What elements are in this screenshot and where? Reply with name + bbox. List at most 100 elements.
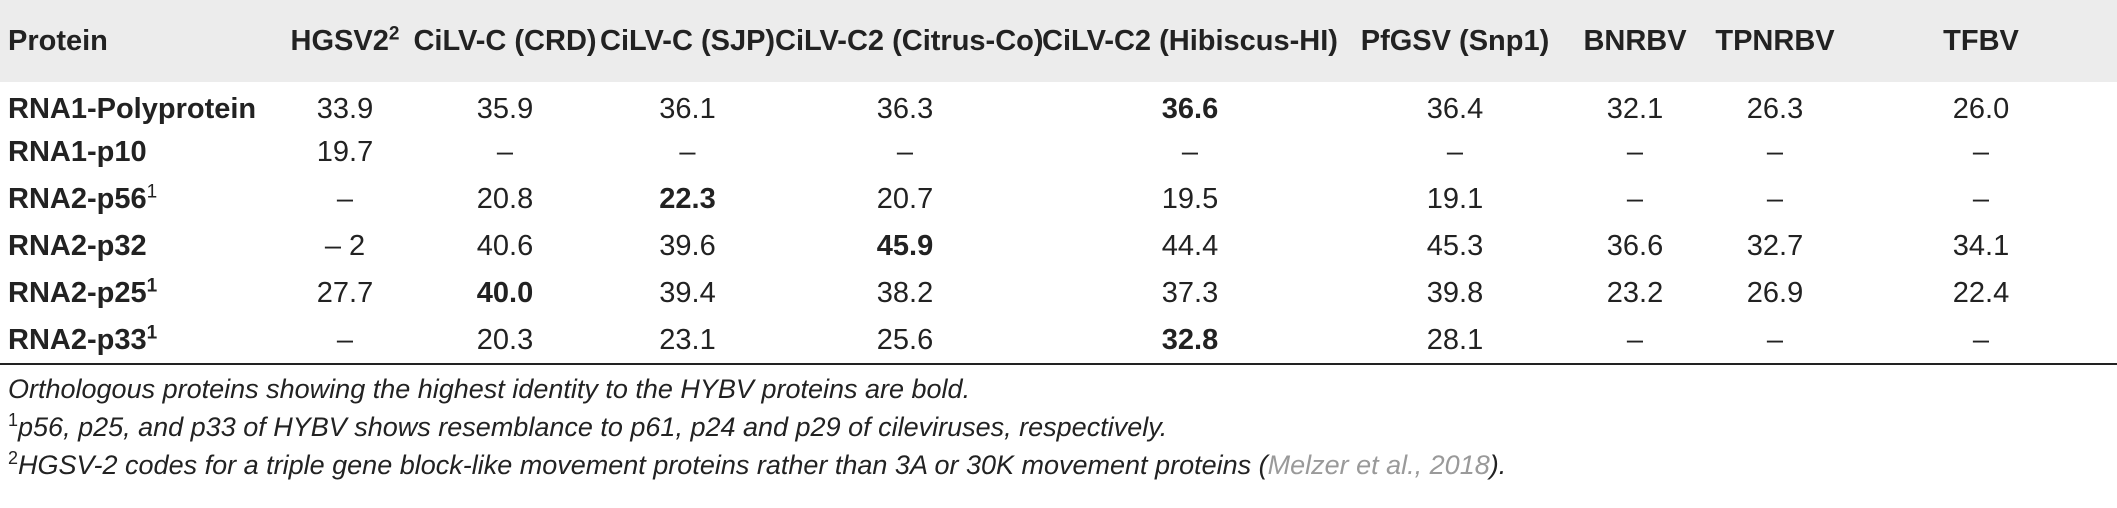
column-header: TPNRBV	[1705, 0, 1845, 82]
table-row: RNA1-Polyprotein 33.9 35.9 36.1 36.3 36.6 36.4…	[0, 82, 2117, 129]
value-cell: –	[1705, 317, 1845, 365]
value-cell: – 2	[324, 230, 366, 262]
value-cell: 37.3	[1161, 277, 1219, 309]
column-header: HGSV22	[280, 0, 410, 82]
value-cell: 36.4	[1426, 93, 1484, 125]
value-cell: 22.4	[1952, 277, 2010, 309]
citation-link[interactable]: Melzer et al., 2018	[1267, 450, 1490, 480]
value-cell: –	[1766, 183, 1784, 215]
protein-name: RNA2-p56	[8, 183, 147, 215]
footnote-2-mark: 2	[8, 448, 19, 468]
value-cell: –	[280, 317, 410, 365]
table-row: RNA2-p331–20.3 23.1 25.6 32.8 28.1– – –	[0, 317, 2117, 365]
protein-name: RNA2-p33	[8, 323, 147, 356]
value-cell: –	[896, 136, 914, 168]
footnote-2-end: ).	[1489, 450, 1507, 480]
table-row: RNA2-p561 – 20.8 22.3 20.7 19.5 19.1 – – –	[0, 176, 2117, 223]
value-cell: 26.3	[1746, 93, 1804, 125]
value-cell: 20.3	[410, 317, 600, 365]
value-cell: 26.0	[1952, 93, 2010, 125]
column-header: CiLV-C (SJP)	[600, 0, 775, 82]
footnote-2-text: HGSV-2 codes for a triple gene block-lik…	[18, 450, 1268, 480]
table-row: RNA1-p10 19.7 – – – – – – – –	[0, 129, 2117, 176]
value-cell: 27.7	[316, 277, 374, 309]
value-cell: 34.1	[1952, 230, 2010, 262]
footnote-main: Orthologous proteins showing the highest…	[8, 374, 971, 404]
value-cell: 22.3	[659, 183, 716, 215]
value-cell: 36.6	[1161, 93, 1219, 125]
value-cell: 36.3	[876, 93, 934, 125]
table-body: RNA1-Polyprotein 33.9 35.9 36.1 36.3 36.6 36.4…	[0, 82, 2117, 365]
protein-name: RNA1-Polyprotein	[8, 93, 257, 125]
protein-cell: RNA2-p32	[0, 223, 280, 270]
column-header: TFBV	[1845, 0, 2117, 82]
value-cell: 28.1	[1345, 317, 1565, 365]
value-cell: –	[1972, 183, 1990, 215]
value-cell: –	[1181, 136, 1199, 168]
column-header: PfGSV (Snp1)	[1345, 0, 1565, 82]
column-header-label: CiLV-C (CRD)	[413, 24, 597, 57]
protein-cell: RNA2-p331	[0, 317, 280, 365]
column-header-label: TPNRBV	[1715, 24, 1835, 57]
footnote-1-text: p56, p25, and p33 of HYBV shows resembla…	[18, 412, 1168, 442]
value-cell: –	[1626, 183, 1644, 215]
table-row: RNA2-p32 – 2 40.6 39.6 45.9 44.4 45.3 36.6 32.7 3…	[0, 223, 2117, 270]
footnotes: Orthologous proteins showing the highest…	[8, 370, 1506, 484]
value-cell: 19.5	[1161, 183, 1219, 215]
protein-sup: 1	[146, 321, 158, 343]
column-header-label: BNRBV	[1583, 24, 1687, 57]
value-cell: 45.9	[876, 230, 934, 262]
value-cell: 39.6	[659, 230, 716, 262]
value-cell: 39.8	[1426, 277, 1484, 309]
column-header-label: TFBV	[1943, 24, 2019, 57]
column-header-label: PfGSV (Snp1)	[1360, 24, 1550, 57]
value-cell: 32.1	[1606, 93, 1664, 125]
value-cell: 44.4	[1161, 230, 1219, 262]
value-cell: 35.9	[476, 93, 534, 125]
column-header: CiLV-C2 (Citrus-Co)	[775, 0, 1044, 82]
value-cell: 40.0	[476, 277, 534, 309]
footnote-2: 2HGSV-2 codes for a triple gene block-li…	[8, 446, 1506, 484]
value-cell: 36.1	[659, 93, 716, 125]
value-cell: 32.7	[1746, 230, 1804, 262]
identity-table: Protein HGSV22 CiLV-C (CRD) CiLV-C (SJP) CiL…	[0, 0, 2117, 365]
protein-name: RNA2-p32	[8, 230, 147, 262]
value-cell: –	[1446, 136, 1464, 168]
protein-cell: RNA2-p561	[0, 176, 280, 223]
protein-sup: 1	[146, 275, 158, 297]
value-cell: –	[1972, 136, 1990, 168]
value-cell: –	[679, 136, 696, 168]
value-cell: 20.8	[476, 183, 534, 215]
value-cell: 20.7	[876, 183, 934, 215]
value-cell: 23.2	[1606, 277, 1664, 309]
protein-sup: 1	[146, 181, 158, 203]
value-cell: 32.8	[1035, 317, 1345, 365]
value-cell: 36.6	[1606, 230, 1664, 262]
table-row: RNA2-p251 27.7 40.0 39.4 38.2 37.3 39.8 23.2 26.…	[0, 270, 2117, 317]
value-cell: –	[336, 183, 354, 215]
column-header-label: CiLV-C2 (Hibiscus-HI)	[1042, 24, 1338, 57]
value-cell: –	[496, 136, 514, 168]
value-cell: 19.7	[316, 136, 374, 168]
column-header: BNRBV	[1565, 0, 1705, 82]
value-cell: 23.1	[600, 317, 775, 365]
value-cell: 19.1	[1426, 183, 1484, 215]
value-cell: 38.2	[876, 277, 934, 309]
column-header-label: HGSV2	[290, 24, 389, 57]
value-cell: –	[1845, 317, 2117, 365]
header-row: Protein HGSV22 CiLV-C (CRD) CiLV-C (SJP) CiL…	[0, 0, 2117, 82]
protein-cell: RNA1-p10	[0, 129, 280, 176]
column-header: Protein	[0, 0, 280, 82]
value-cell: 33.9	[316, 93, 374, 125]
value-cell: 40.6	[476, 230, 534, 262]
value-cell: –	[1626, 136, 1644, 168]
protein-cell: RNA1-Polyprotein	[0, 82, 280, 129]
column-header: CiLV-C (CRD)	[410, 0, 600, 82]
column-header: CiLV-C2 (Hibiscus-HI)	[1035, 0, 1345, 82]
footnote-1: 1p56, p25, and p33 of HYBV shows resembl…	[8, 408, 1506, 446]
value-cell: 39.4	[659, 277, 716, 309]
value-cell: 25.6	[775, 317, 1035, 365]
protein-name: RNA1-p10	[8, 136, 147, 168]
value-cell: 45.3	[1426, 230, 1484, 262]
